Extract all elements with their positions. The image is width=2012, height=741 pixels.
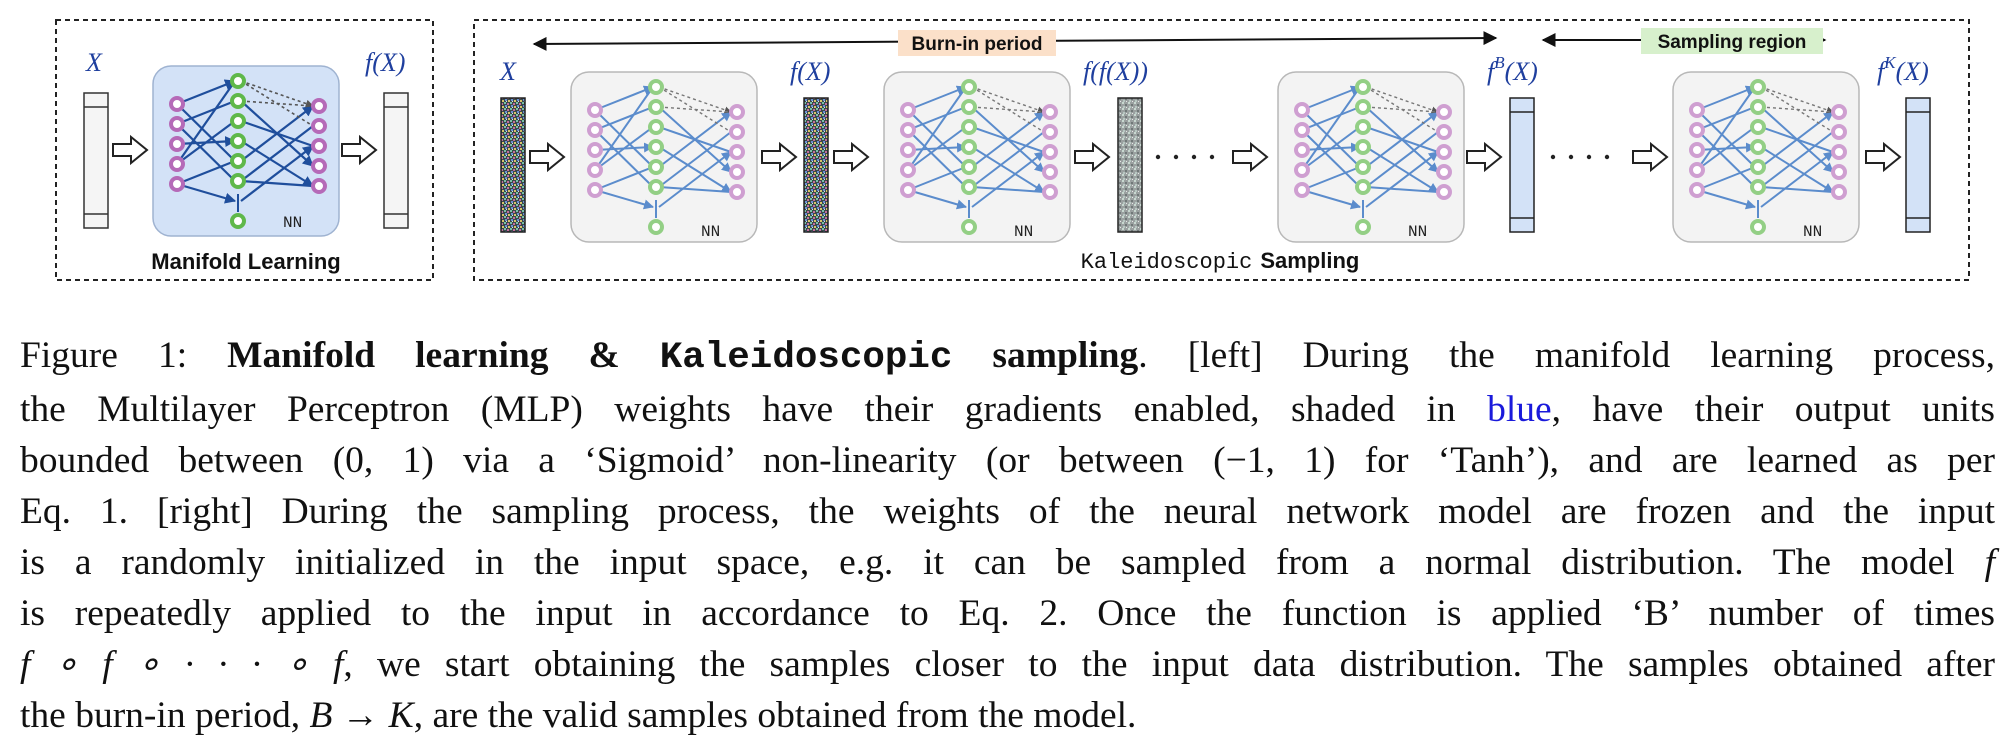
sampling-region-label: Sampling region [1658, 32, 1807, 53]
left-arrow-in [112, 136, 148, 164]
caption-math: B → K [309, 695, 414, 736]
arrow-3 [833, 143, 869, 171]
left-arrow-out [341, 136, 377, 164]
arrow-2 [761, 143, 797, 171]
arrow-8 [1865, 143, 1901, 171]
caption-line-3: bounded between (0, 1) via a ‘Sigmoid’ n… [20, 440, 1995, 481]
frozen-nn-3 [1278, 72, 1464, 242]
caption-math: f [1984, 542, 1995, 583]
frozen-nn-4 [1673, 72, 1859, 242]
figure-diagram: X NN f(X) Manifold Learning Burn-in peri… [55, 19, 1970, 281]
left-panel-title: Manifold Learning [151, 249, 340, 274]
caption-text: is a randomly initialized in the input s… [20, 542, 1985, 583]
noise-input-vector [500, 97, 526, 233]
caption-line-2: the Multilayer Perceptron (MLP) weights … [20, 384, 1995, 435]
frozen-nn-1 [571, 72, 757, 242]
caption-title-end: sampling [952, 335, 1139, 376]
caption-text: . [left] During the manifold learning pr… [1138, 335, 1995, 376]
caption-text: , we start obtaining the samples closer … [343, 644, 1995, 685]
left-output-label: f(X) [365, 48, 405, 77]
burn-in-label: Burn-in period [912, 34, 1043, 55]
caption-title-mono: Kaleidoscopic [659, 337, 953, 379]
figure-caption: Figure 1: Manifold learning & Kaleidosco… [20, 330, 1995, 741]
caption-title-part: Manifold learning & [227, 335, 660, 376]
left-output-vector [383, 92, 409, 229]
fb-vector [1509, 97, 1535, 233]
left-nn-label: NN [283, 214, 302, 232]
caption-line-6: is repeatedly applied to the input in ac… [20, 593, 1995, 634]
arrow-5 [1232, 143, 1268, 171]
left-panel: X NN f(X) Manifold Learning [55, 19, 434, 281]
left-input-label: X [85, 48, 103, 77]
caption-figure-number: Figure 1: [20, 335, 228, 376]
ffx-vector [1117, 97, 1143, 233]
caption-line-8: the burn-in period, B → K, are the valid… [20, 690, 1995, 741]
caption-math: f ∘ f ∘ · · · ∘ f [20, 644, 344, 685]
arrow-7 [1632, 143, 1668, 171]
caption-blue-word: blue [1487, 389, 1552, 430]
caption-text: the burn-in period, [20, 695, 310, 736]
right-input-label: X [499, 57, 517, 86]
caption-line-4: Eq. 1. [right] During the sampling proce… [20, 491, 1995, 532]
caption-text: , have their output units [1551, 389, 1995, 430]
nn-label-4: NN [1803, 223, 1822, 241]
right-panel-title: Kaleidoscopic Sampling [1081, 248, 1360, 275]
frozen-nn-2 [884, 72, 1070, 242]
nn-label-3: NN [1408, 223, 1427, 241]
nn-label-2: NN [1014, 223, 1033, 241]
arrow-6 [1466, 143, 1502, 171]
fk-label: fK(X) [1877, 53, 1929, 86]
left-neural-network [153, 66, 339, 236]
caption-text: the Multilayer Perceptron (MLP) weights … [20, 389, 1488, 430]
ffx-label: f(f(X)) [1083, 57, 1148, 86]
caption-line-1: Figure 1: Manifold learning & Kaleidosco… [20, 330, 1995, 384]
fx-vector [803, 97, 829, 233]
fb-label: fB(X) [1487, 53, 1538, 86]
left-input-vector [83, 92, 109, 229]
ellipsis-1 [1155, 154, 1215, 160]
ellipsis-2 [1550, 154, 1610, 160]
fk-vector [1905, 97, 1931, 233]
arrow-1 [529, 143, 565, 171]
nn-label-1: NN [701, 223, 720, 241]
caption-text: , are the valid samples obtained from th… [413, 695, 1137, 736]
fx-label: f(X) [790, 57, 830, 86]
right-panel: Burn-in period Sampling region X f(X) f(… [473, 19, 1970, 281]
caption-line-7: f ∘ f ∘ · · · ∘ f, we start obtaining th… [20, 639, 1995, 690]
caption-line-5: is a randomly initialized in the input s… [20, 537, 1995, 588]
arrow-4 [1074, 143, 1110, 171]
